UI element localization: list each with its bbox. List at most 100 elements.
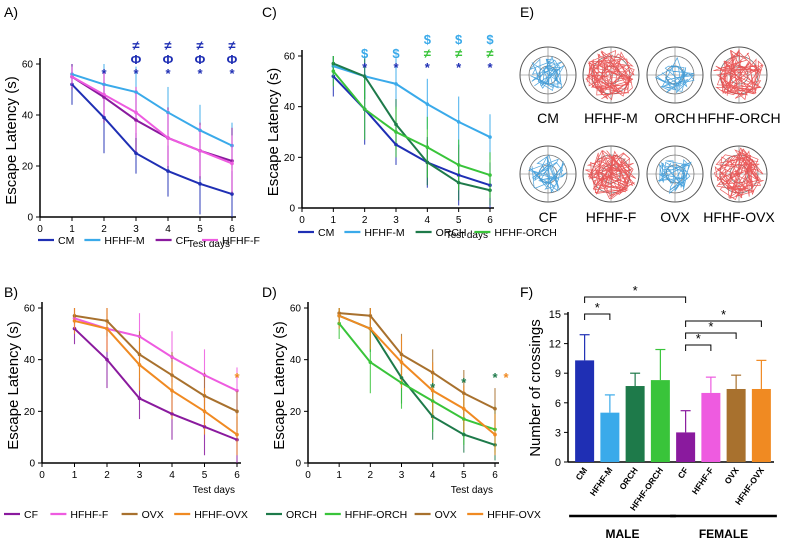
x-tick-label: 6 bbox=[492, 470, 498, 481]
bar-HFHF-ORCH bbox=[650, 380, 670, 462]
chart-a: 0 20 40 60 0 1 2 3 4 5 6 Test days Escape Latency (s… bbox=[3, 38, 260, 250]
x-tick-label-ORCH: ORCH bbox=[617, 465, 640, 491]
maze-label-OVX: OVX bbox=[660, 209, 690, 225]
x-tick-label: 3 bbox=[133, 224, 139, 235]
significance-mark: * bbox=[492, 370, 498, 385]
series-line-HFHF-ORCH bbox=[338, 322, 496, 431]
maze-panel: CM HFHF-M ORCH HFHF-ORCH CF HFHF-F OVX HFHF-OVX bbox=[519, 46, 781, 225]
legend-label-CF: CF bbox=[24, 509, 38, 521]
group-label-MALE: MALE bbox=[606, 527, 640, 541]
x-tick-label: 5 bbox=[197, 224, 203, 235]
significance-mark: * bbox=[425, 60, 431, 75]
series-line-HFHF-F bbox=[71, 75, 233, 165]
y-tick-label: 0 bbox=[295, 459, 301, 470]
maze-label-ORCH: ORCH bbox=[654, 110, 695, 126]
x-tick-label: 4 bbox=[169, 470, 175, 481]
significance-star: * bbox=[633, 283, 638, 298]
x-tick-label: 5 bbox=[202, 470, 208, 481]
x-tick-label: 4 bbox=[425, 215, 431, 226]
legend-label-HFHF-OVX: HFHF-OVX bbox=[487, 509, 541, 521]
legend-label-HFHF-ORCH: HFHF-ORCH bbox=[345, 509, 407, 521]
series-line-CM bbox=[332, 75, 491, 187]
x-tick-label: 1 bbox=[72, 470, 78, 481]
x-tick-label: 5 bbox=[456, 215, 462, 226]
y-tick-label: 15 bbox=[549, 309, 561, 321]
x-tick-label: 6 bbox=[234, 470, 240, 481]
y-tick-label: 12 bbox=[549, 339, 561, 351]
significance-mark: * bbox=[362, 60, 368, 75]
y-tick-label: 0 bbox=[27, 213, 33, 224]
x-axis-title: Test days bbox=[188, 239, 230, 250]
x-tick-label: 1 bbox=[336, 470, 342, 481]
significance-mark: * bbox=[229, 66, 235, 81]
y-tick-label: 20 bbox=[284, 153, 296, 164]
significance-mark: Φ bbox=[163, 52, 174, 67]
swim-path bbox=[585, 50, 635, 101]
y-tick-label: 20 bbox=[24, 407, 36, 418]
maze-label-HFHF-M: HFHF-M bbox=[584, 110, 638, 126]
significance-mark: $ bbox=[455, 32, 463, 47]
bar-HFHF-F bbox=[701, 392, 721, 462]
swim-path bbox=[585, 150, 637, 200]
legend-label-ORCH: ORCH bbox=[436, 227, 467, 239]
y-tick-label: 20 bbox=[290, 407, 302, 418]
y-tick-label: 3 bbox=[555, 427, 561, 439]
y-tick-label: 60 bbox=[22, 60, 34, 71]
x-tick-label-OVX: OVX bbox=[722, 465, 741, 486]
x-tick-label: 0 bbox=[39, 470, 45, 481]
significance-mark: ≠ bbox=[228, 38, 235, 53]
x-tick-label: 2 bbox=[104, 470, 110, 481]
series-line-HFHF-OVX bbox=[338, 314, 496, 436]
series-line-HFHF-ORCH bbox=[332, 70, 491, 177]
y-tick-label: 60 bbox=[24, 304, 36, 315]
significance-mark: * bbox=[503, 370, 509, 385]
maze-label-HFHF-ORCH: HFHF-ORCH bbox=[697, 110, 780, 126]
x-axis-title: Test days bbox=[193, 485, 235, 496]
x-tick-label: 3 bbox=[393, 215, 399, 226]
significance-mark: * bbox=[461, 375, 467, 390]
y-tick-label: 0 bbox=[29, 459, 35, 470]
y-axis-title: Escape Latency (s) bbox=[265, 68, 282, 196]
x-tick-label: 0 bbox=[37, 224, 43, 235]
x-tick-label: 0 bbox=[305, 470, 311, 481]
significance-star: * bbox=[708, 319, 713, 334]
bar-CF bbox=[676, 432, 696, 462]
series-line-HFHF-F bbox=[74, 317, 238, 392]
x-tick-label: 3 bbox=[399, 470, 405, 481]
bar-HFHF-OVX bbox=[751, 388, 771, 462]
y-axis-title: Number of crossings bbox=[527, 319, 544, 457]
significance-mark: $ bbox=[486, 32, 494, 47]
panel-label-a: A) bbox=[4, 4, 18, 20]
y-tick-label: 0 bbox=[555, 457, 561, 469]
y-tick-label: 0 bbox=[289, 204, 295, 215]
legend-label-OVX: OVX bbox=[142, 509, 164, 521]
significance-bracket bbox=[685, 344, 712, 351]
significance-mark: * bbox=[101, 66, 107, 81]
significance-mark: $ bbox=[361, 46, 369, 61]
bar-ORCH bbox=[625, 386, 645, 462]
legend-label-HFHF-M: HFHF-M bbox=[364, 227, 404, 239]
group-label-FEMALE: FEMALE bbox=[699, 527, 748, 541]
x-tick-label: 2 bbox=[101, 224, 107, 235]
x-tick-label-HFHF-F: HFHF-F bbox=[690, 465, 716, 496]
significance-mark: * bbox=[133, 66, 139, 81]
x-axis-title: Test days bbox=[446, 230, 488, 241]
maze-label-HFHF-F: HFHF-F bbox=[586, 209, 637, 225]
maze-label-CF: CF bbox=[539, 209, 558, 225]
legend-label-HFHF-M: HFHF-M bbox=[104, 235, 144, 247]
significance-mark: $ bbox=[424, 32, 432, 47]
y-axis-title: Escape Latency (s) bbox=[3, 76, 20, 204]
y-tick-label: 40 bbox=[284, 102, 296, 113]
x-tick-label: 4 bbox=[165, 224, 171, 235]
swim-path bbox=[655, 56, 695, 93]
significance-mark: ≠ bbox=[132, 38, 139, 53]
legend-label-ORCH: ORCH bbox=[286, 509, 317, 521]
y-tick-label: 40 bbox=[24, 355, 36, 366]
x-axis-title: Test days bbox=[451, 485, 493, 496]
x-tick-label: 2 bbox=[368, 470, 374, 481]
significance-bracket bbox=[584, 296, 687, 303]
significance-mark: Φ bbox=[195, 52, 206, 67]
series-line-OVX bbox=[74, 314, 238, 413]
significance-mark: * bbox=[430, 380, 436, 395]
